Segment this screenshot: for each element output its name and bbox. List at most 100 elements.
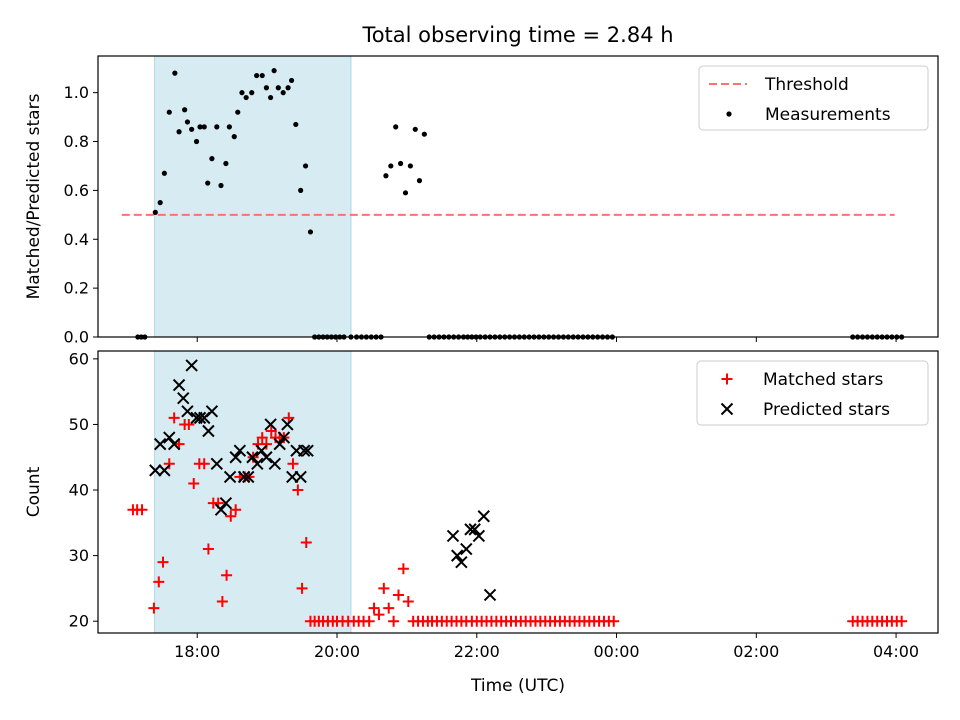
predicted-star-point xyxy=(163,431,176,444)
predicted-star-point xyxy=(246,451,259,464)
measurement-point xyxy=(249,90,255,96)
x-tick-label: 04:00 xyxy=(873,642,919,661)
predicted-star-point xyxy=(297,444,311,457)
predicted-star-point xyxy=(268,457,282,471)
y-tick-label: 1.0 xyxy=(64,83,89,102)
matched-star-point xyxy=(183,418,195,430)
matched-star-point xyxy=(896,615,908,627)
measurement-point xyxy=(166,109,172,115)
measurement-point xyxy=(271,68,277,74)
predicted-star-point xyxy=(464,523,477,536)
measurement-point xyxy=(235,109,241,115)
shaded-span xyxy=(154,55,352,338)
measurement-point xyxy=(302,163,309,169)
series-1-2 xyxy=(135,68,905,340)
measurement-point xyxy=(152,209,158,215)
measurement-point xyxy=(243,94,249,101)
predicted-star-point xyxy=(277,431,291,444)
y-tick-label: 0.0 xyxy=(64,328,89,347)
predicted-star-point xyxy=(205,405,219,418)
predicted-star-point xyxy=(158,464,171,477)
legend-frame xyxy=(698,65,929,131)
measurement-point xyxy=(157,200,163,206)
y-tick-label: 0.6 xyxy=(64,181,89,200)
legend-label: Threshold xyxy=(764,75,849,95)
y-tick-label: 50 xyxy=(69,415,89,434)
legend: Matched stars Predicted stars xyxy=(696,360,929,426)
matched-star-point xyxy=(260,438,272,450)
y-tick-label: 20 xyxy=(69,612,89,631)
chart-title: Total observing time = 2.84 h xyxy=(361,23,673,47)
predicted-star-point xyxy=(167,437,181,451)
matched-star-point xyxy=(168,412,180,424)
measurement-point xyxy=(226,124,232,130)
measurement-point xyxy=(388,163,394,169)
measurement-point xyxy=(231,134,237,140)
measurement-point xyxy=(201,124,207,130)
panel-frame xyxy=(97,350,939,634)
predicted-star-point xyxy=(237,470,251,484)
predicted-star-point xyxy=(450,549,464,562)
predicted-star-point xyxy=(149,464,162,477)
predicted-star-point xyxy=(294,470,307,484)
predicted-star-point xyxy=(468,523,481,536)
legend-marker xyxy=(726,111,732,117)
measurement-point xyxy=(184,119,191,125)
matched-star-point xyxy=(136,504,148,516)
measurement-point xyxy=(280,90,286,96)
panel-frame xyxy=(97,55,939,338)
matched-star-point xyxy=(188,477,200,489)
matched-star-point xyxy=(148,602,160,614)
matched-star-point xyxy=(378,582,390,594)
legend-marker xyxy=(721,373,733,385)
matched-star-point xyxy=(296,582,308,594)
matched-star-point xyxy=(402,596,414,608)
y-tick-label: 0.8 xyxy=(64,132,89,151)
measurement-point xyxy=(182,107,188,113)
predicted-star-point xyxy=(193,411,207,425)
measurement-point xyxy=(172,70,178,76)
measurement-point xyxy=(288,77,295,84)
matched-star-point xyxy=(221,569,233,581)
predicted-star-point xyxy=(202,424,215,438)
y-tick-label: 40 xyxy=(69,481,89,500)
predicted-star-point xyxy=(181,405,194,418)
legend-frame xyxy=(696,360,929,426)
matched-star-point xyxy=(287,458,299,470)
matched-star-point xyxy=(153,576,165,588)
matched-star-point xyxy=(392,589,404,601)
measurement-point xyxy=(307,229,314,235)
predicted-star-point xyxy=(301,444,314,457)
matched-star-point xyxy=(292,484,304,496)
measurement-point xyxy=(254,72,260,79)
measurement-point xyxy=(393,124,399,130)
predicted-star-point xyxy=(446,529,460,543)
measurement-point xyxy=(205,180,211,186)
measurement-point xyxy=(209,156,215,162)
x-tick-label: 02:00 xyxy=(733,642,779,661)
measurement-point xyxy=(285,85,291,91)
predicted-star-point xyxy=(185,359,198,372)
panels-layer: 0.0 0.2 0.4 0.6 0.8 1.0 Matched/Predicted star… xyxy=(24,55,939,661)
legend: Threshold Measurements xyxy=(698,65,929,131)
measurement-point xyxy=(275,85,281,91)
measurement-point xyxy=(263,85,270,91)
y-tick-label: 0.4 xyxy=(64,230,89,249)
matched-star-point xyxy=(300,536,312,548)
measurement-point xyxy=(259,72,265,79)
matched-star-point xyxy=(368,602,380,614)
matched-star-point xyxy=(157,556,169,568)
matched-star-point xyxy=(397,563,409,575)
predicted-star-point xyxy=(219,496,233,510)
measurement-point xyxy=(416,178,423,184)
series-2-2 xyxy=(149,359,497,602)
measurement-point xyxy=(223,160,229,167)
matched-star-point xyxy=(383,602,395,614)
predicted-star-point xyxy=(477,510,490,523)
predicted-star-point xyxy=(483,588,497,602)
x-tick-label: 00:00 xyxy=(593,642,639,661)
measurement-point xyxy=(298,187,304,193)
predicted-star-point xyxy=(233,444,247,457)
y-tick-label: 0.2 xyxy=(64,279,89,298)
matched-star-point xyxy=(230,504,242,516)
